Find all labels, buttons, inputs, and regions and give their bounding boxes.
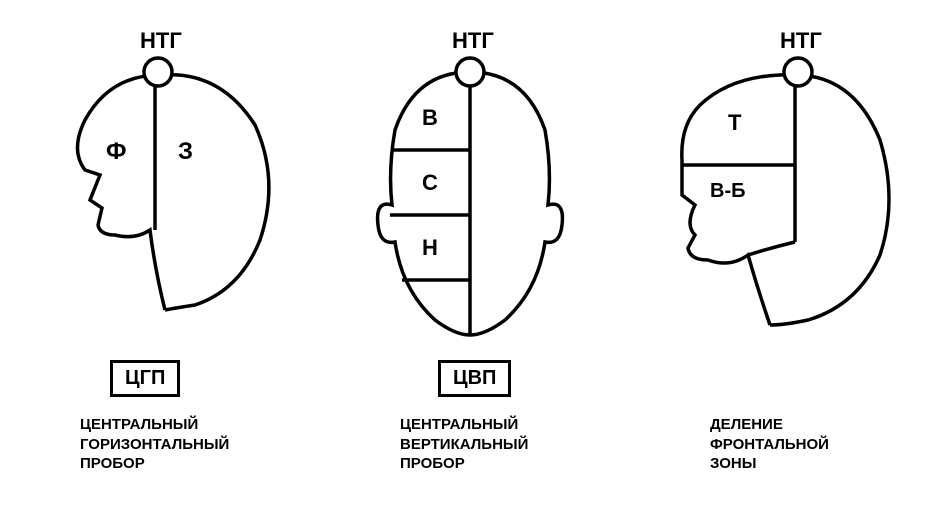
caption-3: ДЕЛЕНИЕ ФРОНТАЛЬНОЙ ЗОНЫ bbox=[710, 415, 829, 474]
zone-n: Н bbox=[422, 235, 438, 261]
zone-v: В bbox=[422, 105, 438, 131]
zone-z: З bbox=[178, 138, 193, 166]
head-frontal-svg bbox=[640, 30, 920, 360]
ntg-label-2: НТГ bbox=[452, 28, 494, 54]
caption-1: ЦЕНТРАЛЬНЫЙ ГОРИЗОНТАЛЬНЫЙ ПРОБОР bbox=[80, 415, 229, 474]
ntg-label-1: НТГ bbox=[140, 28, 182, 54]
zone-vb: В-Б bbox=[710, 180, 745, 203]
diagram-side-profile: НТГ Ф З ЦГП ЦЕНТРАЛЬНЫЙ ГОРИЗОНТАЛЬНЫЙ П… bbox=[40, 30, 300, 490]
zone-f: Ф bbox=[106, 138, 126, 166]
caption-2: ЦЕНТРАЛЬНЫЙ ВЕРТИКАЛЬНЫЙ ПРОБОР bbox=[400, 415, 528, 474]
box-cgp: ЦГП bbox=[110, 360, 180, 397]
diagram-frontal-zone: НТГ Т В-Б ДЕЛЕНИЕ ФРОНТАЛЬНОЙ ЗОНЫ bbox=[640, 30, 920, 490]
diagram-front-face: НТГ В С Н ЦВП ЦЕНТРАЛЬНЫЙ ВЕРТИКАЛЬНЫЙ П… bbox=[340, 30, 600, 490]
zone-s: С bbox=[422, 170, 438, 196]
zone-t: Т bbox=[728, 110, 741, 136]
ntg-label-3: НТГ bbox=[780, 28, 822, 54]
box-cvp: ЦВП bbox=[438, 360, 511, 397]
head-front-svg bbox=[340, 30, 600, 360]
head-side-svg bbox=[40, 30, 300, 360]
